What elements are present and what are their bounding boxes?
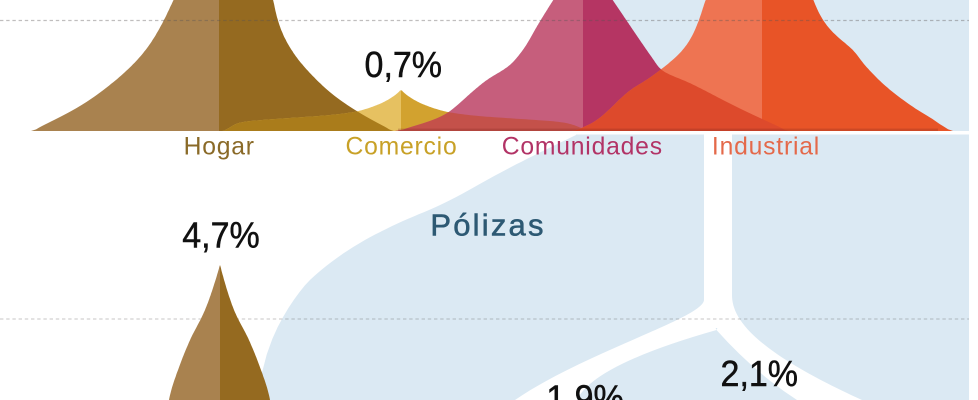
svg-text:Industrial: Industrial: [712, 134, 820, 161]
svg-text:Hogar: Hogar: [184, 134, 255, 161]
svg-text:Pólizas: Pólizas: [430, 208, 545, 243]
svg-text:2,1%: 2,1%: [721, 353, 799, 394]
svg-text:Comercio: Comercio: [345, 134, 457, 161]
svg-text:1,9%: 1,9%: [546, 378, 624, 400]
svg-text:4,7%: 4,7%: [182, 214, 260, 255]
svg-text:0,7%: 0,7%: [365, 44, 443, 85]
svg-text:Comunidades: Comunidades: [502, 134, 663, 161]
